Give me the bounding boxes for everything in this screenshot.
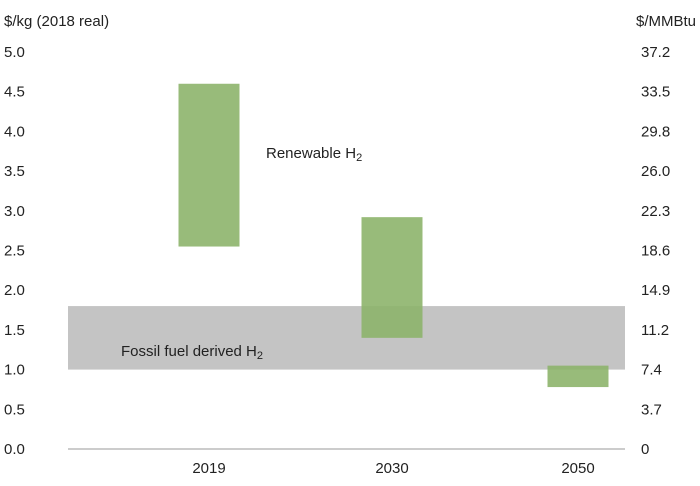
fossil-fuel-band	[68, 306, 625, 370]
bar-renewable-2030	[361, 217, 423, 338]
right-tick-labels: 0 3.7 7.4 11.2 14.9 18.6 22.3 26.0 29.8 33.5 37.2	[641, 44, 670, 458]
right-tick-label: 18.6	[641, 243, 670, 260]
right-tick-label: 33.5	[641, 84, 670, 101]
left-tick-label: 5.0	[4, 44, 25, 61]
left-tick-labels: 0.0 0.5 1.0 1.5 2.0 2.5 3.0 3.5 4.0 4.5 5.0	[4, 44, 25, 458]
right-tick-label: 11.2	[641, 322, 669, 339]
x-tick-label: 2019	[192, 460, 225, 477]
bars-group	[178, 83, 609, 388]
x-tick-label: 2050	[561, 460, 594, 477]
left-tick-label: 0.5	[4, 401, 25, 418]
right-axis-title: $/MMBtu	[636, 13, 696, 30]
left-axis-title: $/kg (2018 real)	[4, 13, 109, 30]
right-tick-label: 26.0	[641, 163, 670, 180]
right-tick-label: 0	[641, 441, 649, 458]
left-tick-label: 4.0	[4, 123, 25, 140]
x-tick-labels: 2019 2030 2050	[192, 460, 594, 477]
fossil-h2-text: Fossil fuel derived H	[121, 343, 257, 360]
renewable-h2-subscript: 2	[356, 152, 362, 164]
renewable-h2-text: Renewable H	[266, 145, 356, 162]
right-tick-label: 37.2	[641, 44, 670, 61]
left-tick-label: 2.0	[4, 282, 25, 299]
left-tick-label: 1.0	[4, 362, 25, 379]
left-tick-label: 4.5	[4, 84, 25, 101]
right-tick-label: 29.8	[641, 123, 670, 140]
fossil-h2-subscript: 2	[257, 350, 263, 362]
right-tick-label: 7.4	[641, 362, 662, 379]
bar-renewable-2019	[178, 83, 240, 247]
left-tick-label: 3.0	[4, 203, 25, 220]
left-tick-label: 2.5	[4, 243, 25, 260]
left-tick-label: 3.5	[4, 163, 25, 180]
right-tick-label: 3.7	[641, 401, 662, 418]
fossil-h2-label: Fossil fuel derived H2	[121, 343, 263, 362]
right-tick-label: 22.3	[641, 203, 670, 220]
x-tick-label: 2030	[375, 460, 408, 477]
right-tick-label: 14.9	[641, 282, 670, 299]
bar-renewable-2050	[547, 365, 609, 388]
renewable-h2-label: Renewable H2	[266, 145, 362, 164]
left-tick-label: 0.0	[4, 441, 25, 458]
left-tick-label: 1.5	[4, 322, 25, 339]
